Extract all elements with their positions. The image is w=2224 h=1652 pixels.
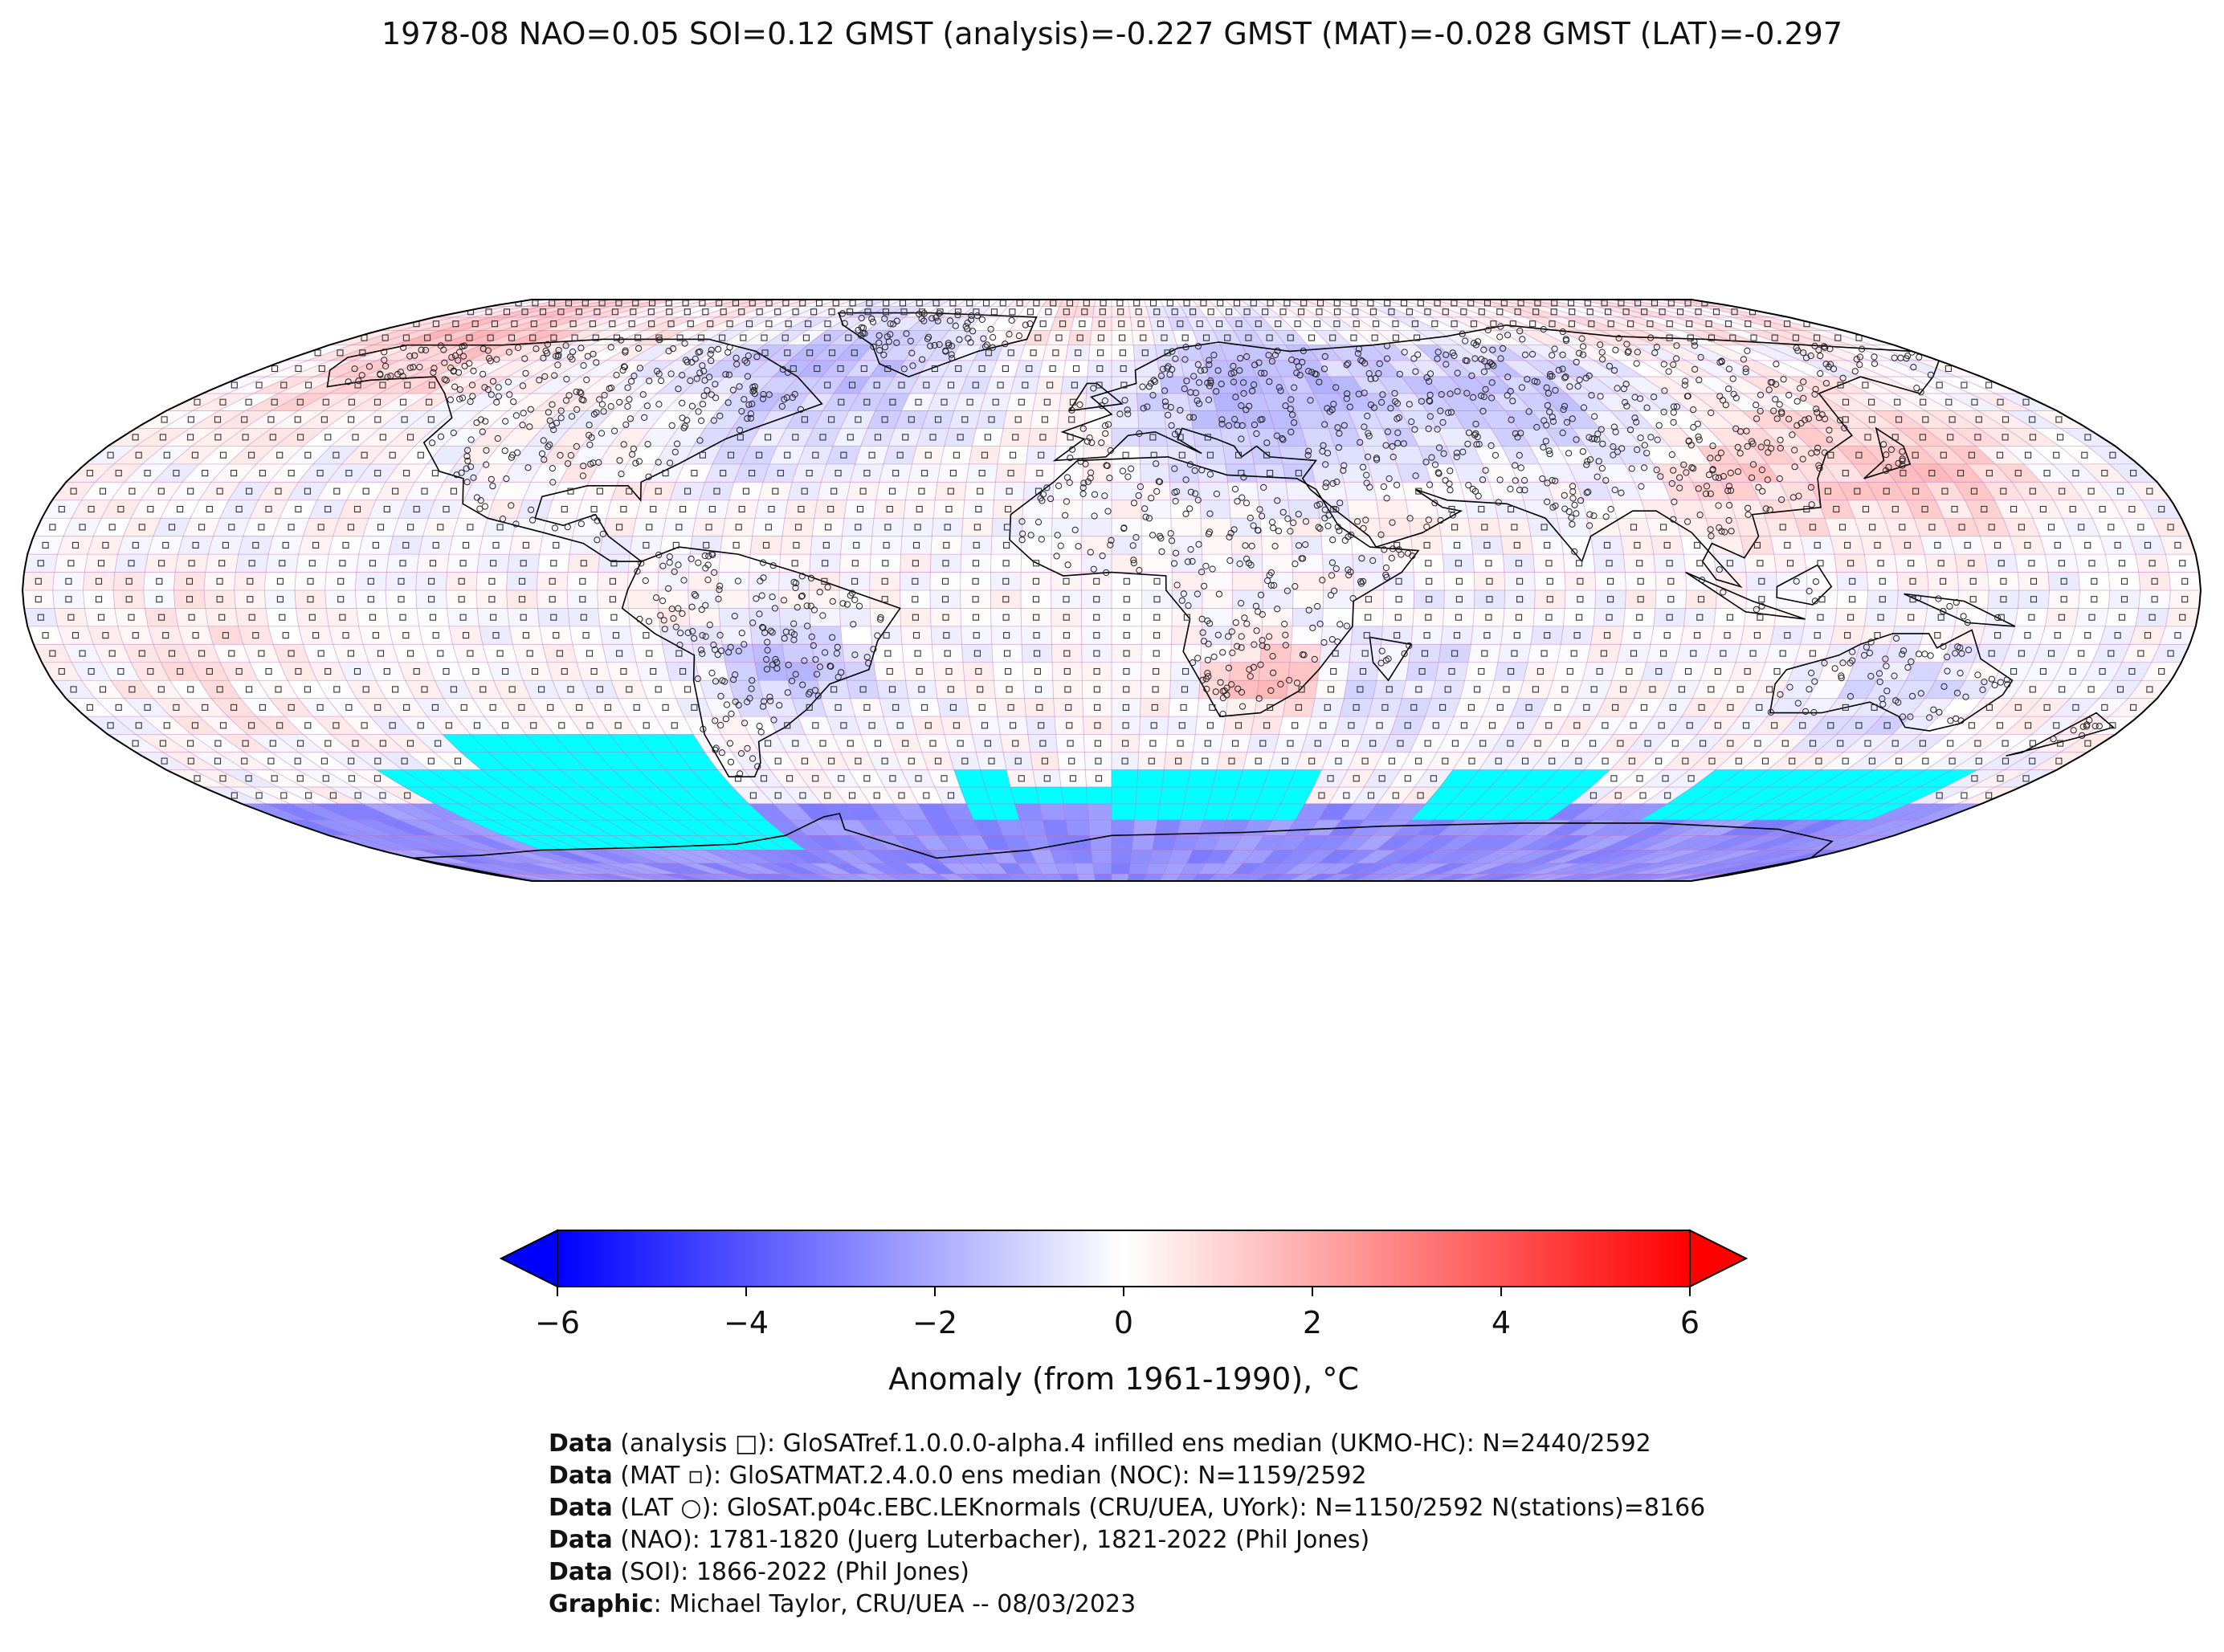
colorbar-tick-label: −6 xyxy=(535,1305,580,1340)
colorbar-tick-label: 6 xyxy=(1680,1305,1700,1340)
credit-line: Graphic: Michael Taylor, CRU/UEA -- 08/0… xyxy=(549,1589,1705,1621)
credit-line-label: Data xyxy=(549,1462,613,1490)
colorbar-tick-label: −2 xyxy=(912,1305,957,1340)
credits-block: Data (analysis □): GloSATref.1.0.0.0-alp… xyxy=(549,1428,1705,1621)
colorbar-body xyxy=(557,1230,1691,1287)
colorbar-ticks: −6 −4 −2 0 2 4 6 xyxy=(535,1287,1700,1340)
colorbar-tick-label: 2 xyxy=(1303,1305,1322,1340)
credit-line-text: (analysis □): GloSATref.1.0.0.0-alpha.4 … xyxy=(612,1430,1651,1458)
map-outline xyxy=(21,299,2202,882)
credit-line: Data (MAT ▫): GloSATMAT.2.4.0.0 ens medi… xyxy=(549,1460,1705,1492)
credit-line-label: Data xyxy=(549,1430,613,1458)
credit-line-text: (MAT ▫): GloSATMAT.2.4.0.0 ens median (N… xyxy=(612,1462,1367,1490)
credit-line-text: (LAT ○): GloSAT.p04c.EBC.LEKnormals (CRU… xyxy=(612,1494,1706,1522)
credit-line-label: Graphic xyxy=(549,1590,654,1618)
credit-line-text: : Michael Taylor, CRU/UEA -- 08/03/2023 xyxy=(653,1590,1136,1618)
credit-line: Data (analysis □): GloSATref.1.0.0.0-alp… xyxy=(549,1428,1705,1460)
credit-line-label: Data xyxy=(549,1494,613,1522)
page-title: 1978-08 NAO=0.05 SOI=0.12 GMST (analysis… xyxy=(381,16,1843,51)
credit-line-text: (SOI): 1866-2022 (Phil Jones) xyxy=(612,1558,969,1586)
colorbar-label: Anomaly (from 1961-1990), °C xyxy=(888,1361,1359,1397)
credit-line: Data (LAT ○): GloSAT.p04c.EBC.LEKnormals… xyxy=(549,1492,1705,1524)
colorbar-extend-high xyxy=(1689,1229,1749,1288)
colorbar-tick-label: −4 xyxy=(724,1305,769,1340)
colorbar-tick-label: 0 xyxy=(1114,1305,1133,1340)
credit-line: Data (NAO): 1781-1820 (Juerg Luterbacher… xyxy=(549,1524,1705,1556)
station-markers xyxy=(35,300,2189,799)
credit-line: Data (SOI): 1866-2022 (Phil Jones) xyxy=(549,1556,1705,1589)
colorbar-tick-label: 4 xyxy=(1492,1305,1511,1340)
credit-line-label: Data xyxy=(549,1526,613,1554)
colorbar-extend-low xyxy=(499,1229,558,1288)
credit-line-label: Data xyxy=(549,1558,613,1586)
credit-line-text: (NAO): 1781-1820 (Juerg Luterbacher), 18… xyxy=(612,1526,1370,1554)
